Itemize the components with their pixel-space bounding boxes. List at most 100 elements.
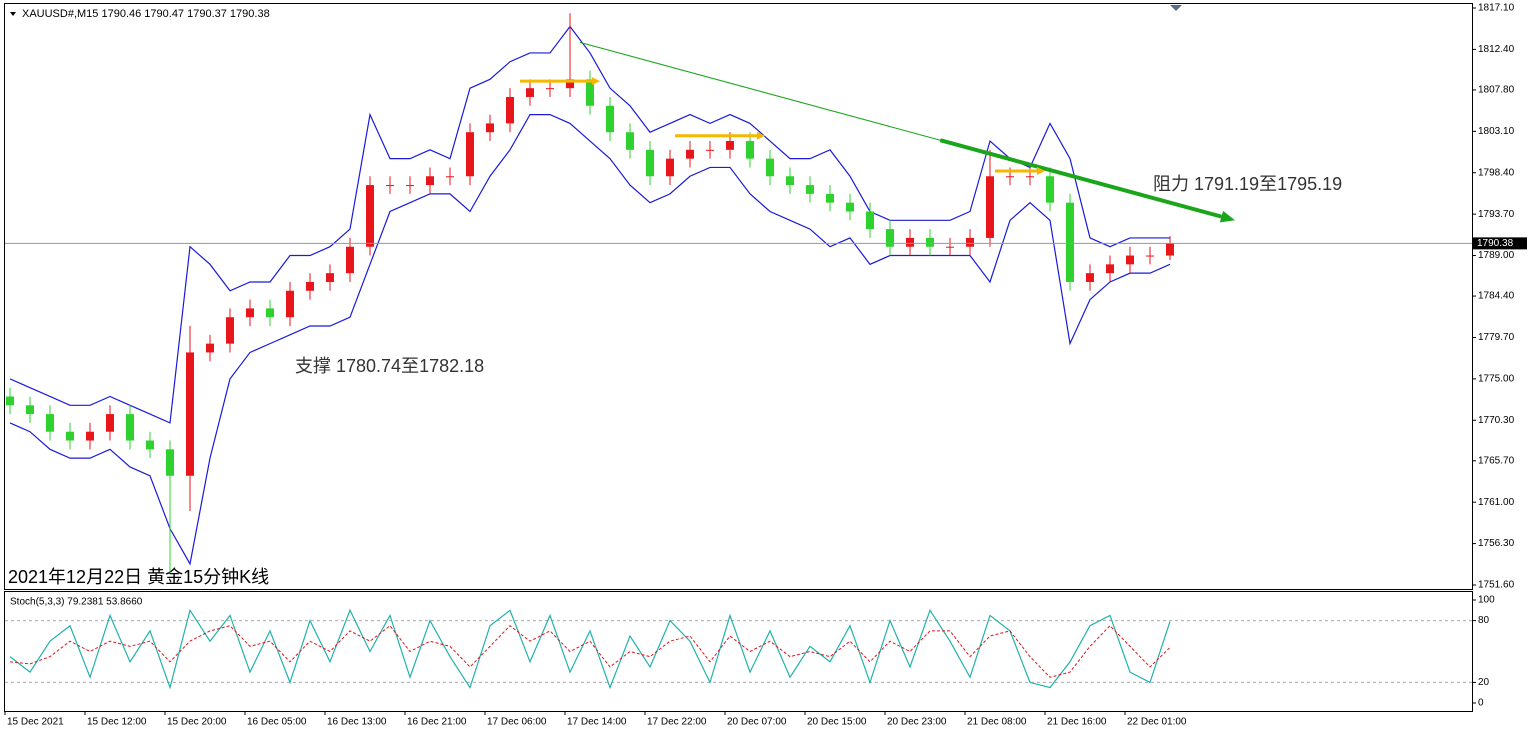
candle-body (546, 88, 554, 90)
candle-body (266, 308, 274, 318)
y-tick-label: 1803.10 (1478, 126, 1515, 137)
candle-body (986, 176, 994, 238)
candle-body (666, 158, 674, 177)
candle-body (886, 229, 894, 247)
candle-body (1126, 255, 1134, 265)
candle-body (146, 440, 154, 450)
candle-body (526, 88, 534, 97)
candle-body (26, 405, 34, 415)
candle-body (566, 79, 574, 89)
current-price-label: 1790.38 (1477, 238, 1514, 249)
candle-body (326, 273, 334, 282)
y-tick-label: 1807.80 (1478, 85, 1515, 96)
support-label: 支撑 1780.74至1782.18 (295, 356, 484, 376)
candle-body (966, 237, 974, 247)
trendline-head (1219, 210, 1235, 223)
candle-body (506, 96, 514, 124)
chart-title: 2021年12月22日 黄金15分钟K线 (8, 567, 269, 587)
y-tick-label: 1761.00 (1478, 497, 1515, 508)
candle-body (1006, 176, 1014, 178)
candle-body (46, 414, 54, 432)
y-tick-label: 1751.60 (1478, 580, 1515, 591)
candle-body (306, 281, 314, 291)
y-tick-label: 1775.00 (1478, 374, 1515, 385)
candle-body (626, 132, 634, 150)
x-tick-label: 21 Dec 08:00 (967, 717, 1027, 728)
candle-body (946, 246, 954, 248)
candle-body (166, 449, 174, 476)
x-tick-label: 20 Dec 07:00 (727, 717, 787, 728)
stoch-tick-label: 0 (1478, 698, 1484, 709)
candle-body (846, 202, 854, 212)
stoch-tick-label: 80 (1478, 615, 1490, 626)
candle-body (466, 132, 474, 177)
candle-body (386, 185, 394, 187)
candle-body (866, 211, 874, 230)
candle-body (426, 176, 434, 186)
resistance-label: 阻力 1791.19至1795.19 (1153, 174, 1342, 194)
band-upper (9, 25, 1170, 424)
candle-body (1166, 243, 1174, 256)
x-tick-label: 17 Dec 06:00 (487, 717, 547, 728)
x-tick-label: 17 Dec 22:00 (647, 717, 707, 728)
y-tick-label: 1817.10 (1478, 3, 1515, 14)
level-arrow-head (1037, 166, 1045, 175)
x-tick-label: 15 Dec 20:00 (167, 717, 227, 728)
candle-body (246, 308, 254, 318)
current-price-box (1473, 237, 1527, 250)
candle-body (906, 237, 914, 247)
x-tick-label: 16 Dec 21:00 (407, 717, 467, 728)
y-tick-label: 1765.70 (1478, 455, 1515, 466)
candle-body (1146, 255, 1154, 257)
candle-body (806, 185, 814, 194)
candle-body (206, 343, 214, 353)
x-tick-label: 15 Dec 2021 (7, 717, 64, 728)
stoch-signal (9, 625, 1171, 678)
candle-body (226, 317, 234, 344)
y-tick-label: 1793.70 (1478, 209, 1515, 220)
x-tick-label: 17 Dec 14:00 (567, 717, 627, 728)
candle-body (86, 431, 94, 441)
candle-body (926, 237, 934, 247)
candle-body (446, 176, 454, 178)
stoch-pane (4, 591, 1473, 712)
candle-body (646, 149, 654, 177)
x-tick-label: 22 Dec 01:00 (1127, 717, 1187, 728)
y-tick-label: 1756.30 (1478, 538, 1515, 549)
stoch-main (9, 608, 1171, 690)
candle-body (6, 396, 14, 406)
candle-body (766, 158, 774, 177)
y-tick-label: 1789.00 (1478, 250, 1515, 261)
candle-body (126, 414, 134, 441)
menu-icon (10, 12, 16, 16)
stoch-tick-label: 20 (1478, 677, 1490, 688)
candle-body (106, 414, 114, 432)
band-lower (9, 113, 1171, 566)
x-tick-label: 20 Dec 15:00 (807, 717, 867, 728)
candle-body (686, 149, 694, 159)
x-tick-label: 21 Dec 16:00 (1047, 717, 1107, 728)
candle-body (606, 105, 614, 133)
candle-body (726, 141, 734, 150)
header: XAUUSD#,M15 1790.46 1790.47 1790.37 1790… (22, 8, 270, 20)
candle-body (1066, 202, 1074, 282)
stoch-tick-label: 100 (1478, 595, 1495, 606)
candle-body (1086, 273, 1094, 282)
candle-body (366, 185, 374, 247)
candle-body (346, 246, 354, 274)
candle-body (406, 185, 414, 187)
candle-body (1026, 176, 1034, 178)
y-tick-label: 1798.40 (1478, 167, 1515, 178)
candle-body (486, 123, 494, 133)
x-tick-label: 20 Dec 23:00 (887, 717, 947, 728)
y-tick-label: 1812.40 (1478, 44, 1515, 55)
candle-body (66, 431, 74, 441)
candle-body (786, 176, 794, 186)
candle-body (586, 79, 594, 106)
level-arrow-head (592, 77, 600, 86)
candle-body (286, 290, 294, 318)
stoch-label: Stoch(5,3,3) 79.2381 53.8660 (10, 597, 143, 608)
y-tick-label: 1784.40 (1478, 291, 1515, 302)
y-tick-label: 1779.70 (1478, 332, 1515, 343)
